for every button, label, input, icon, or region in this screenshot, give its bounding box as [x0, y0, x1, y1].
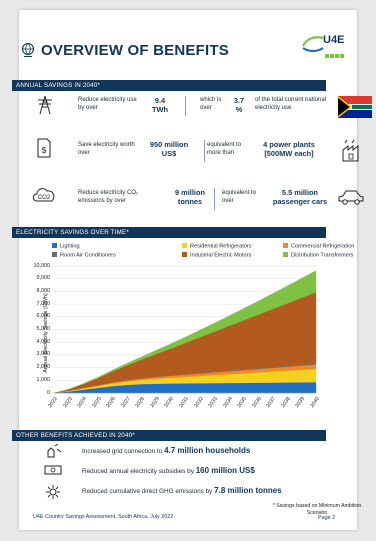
y-tick-label: 7,000	[36, 300, 51, 307]
page-title: OVERVIEW OF BENEFITS	[41, 42, 229, 59]
row1-pct-unit: %	[235, 105, 243, 114]
logo: U4E	[301, 32, 349, 62]
page-number: Page 2	[318, 515, 336, 521]
y-tick-label: 10,000	[33, 262, 51, 269]
power-tower-icon	[38, 95, 52, 115]
row3-unit: tonnes	[177, 197, 203, 206]
power-plant-icon	[342, 139, 359, 162]
cash-icon	[44, 465, 62, 475]
series-area-distribution-transformers	[53, 270, 317, 394]
row3-mid: equivalent to over	[222, 190, 257, 204]
section-electricity-savings: ELECTRICITY SAVINGS OVER TIME*	[12, 227, 326, 238]
legend-industrial-electric-motors: Industrial Electric Motors	[182, 252, 251, 259]
row1-unit: TWh	[151, 105, 168, 114]
y-tick-label: 5,000	[36, 326, 51, 332]
row3-right-value: 5.5 million	[281, 188, 319, 197]
y-tick-label: 1,000	[36, 376, 51, 383]
section-annual-savings: ANNUAL SAVINGS IN 2040*	[12, 80, 326, 91]
legend-residential-refrigerators: Residential Refrigerators	[182, 243, 252, 250]
page	[19, 10, 357, 530]
y-tick-label: 2,000	[36, 364, 51, 371]
other-benefit-3: Reduced cumulative direct GHG emissions …	[82, 486, 282, 495]
row2-unit: US$	[161, 149, 177, 158]
y-tick-label: 9,000	[36, 275, 51, 282]
y-tick-label: 0	[47, 389, 50, 396]
car-icon	[338, 190, 364, 205]
section-other-benefits: OTHER BENEFITS ACHIEVED IN 2040*	[12, 430, 326, 441]
other-benefit-1: Increased grid connection to 4.7 million…	[82, 446, 251, 455]
y-tick-label: 3,000	[36, 351, 51, 358]
bill-icon: $	[37, 138, 51, 158]
row1-pct-value: 3.7	[233, 96, 245, 105]
globe-icon	[21, 42, 35, 58]
row1-right: of the total current national electricit…	[255, 97, 327, 111]
y-tick-label: 4,000	[36, 338, 51, 345]
svg-text:$: $	[42, 146, 47, 155]
divider	[204, 140, 205, 162]
row1-mid: which is over	[200, 97, 222, 111]
legend-commercial-refrigeration: Commercial Refrigeration	[283, 243, 354, 250]
legend-distribution-transformers: Distribution Transformers	[283, 252, 353, 259]
footnote: * Savings based on Minimum Ambition Scen…	[272, 503, 362, 516]
y-tick-label: 6,000	[36, 313, 51, 320]
south-africa-flag	[338, 96, 372, 118]
row1-value: 9.4	[154, 96, 166, 105]
row3-label: Reduce electricity CO₂ emissions by over	[78, 190, 139, 204]
y-tick-label: 8,000	[36, 287, 51, 294]
row2-right-unit: [500MW each]	[264, 149, 314, 158]
row2-right-value: 4 power plants	[263, 140, 315, 149]
footer-left: U4E Country Savings Assessment, South Af…	[33, 514, 174, 520]
grid-connection-icon	[47, 444, 62, 458]
row3-value: 9 million	[175, 188, 205, 197]
legend-lighting: Lighting	[52, 243, 80, 250]
row3-right-unit: passenger cars	[272, 197, 328, 206]
legend-room-air-conditioners: Room Air Conditioners	[52, 252, 116, 259]
svg-text:CO2: CO2	[38, 195, 51, 201]
logo-text: U4E	[323, 34, 345, 46]
row2-value: 950 million	[149, 140, 189, 149]
row1-label: Reduce electricity use by over	[78, 97, 137, 111]
other-benefit-2: Reduced annual electricity subsidies by …	[82, 466, 255, 475]
row2-mid: equivalent to more than	[207, 142, 242, 156]
divider	[214, 188, 215, 210]
co2-cloud-icon: CO2	[32, 188, 55, 202]
row2-label: Save electricity worth over	[78, 142, 135, 156]
emissions-icon	[46, 485, 60, 499]
divider	[185, 96, 186, 116]
